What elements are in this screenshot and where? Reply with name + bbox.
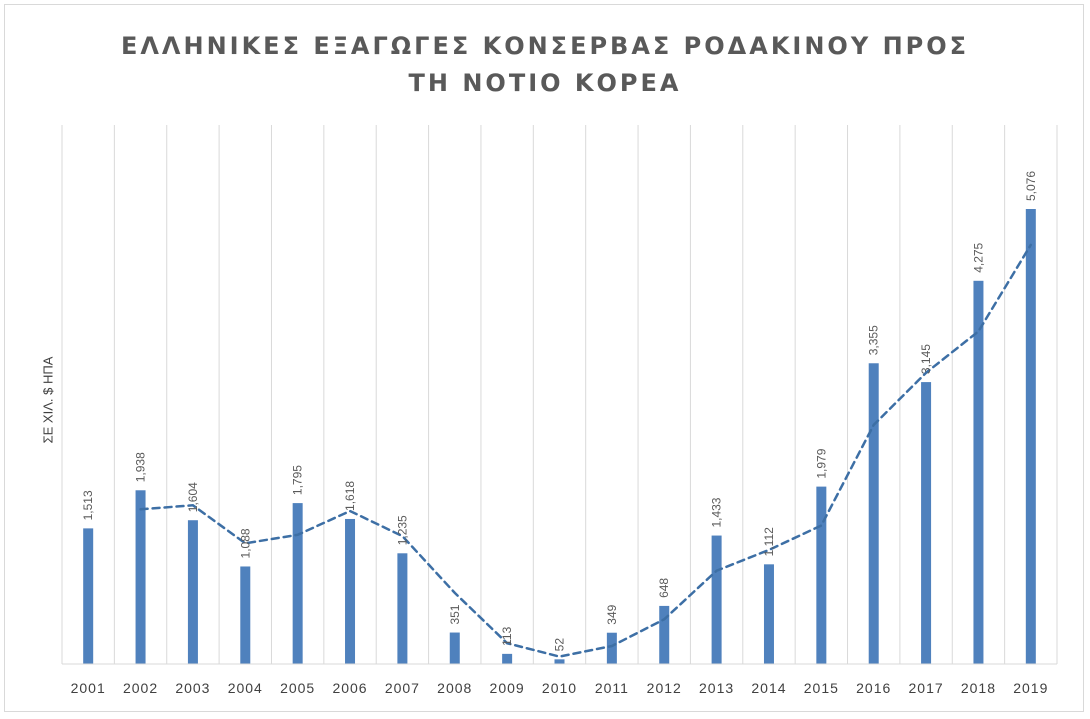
data-label-2010: 52 [553, 638, 567, 652]
data-label-2008: 351 [448, 604, 462, 624]
x-tick-2007: 2007 [385, 680, 420, 696]
x-tick-2018: 2018 [961, 680, 996, 696]
bar-2014 [763, 564, 774, 664]
x-tick-2003: 2003 [175, 680, 210, 696]
chart-frame [4, 4, 1084, 712]
data-label-2013: 1,433 [710, 497, 724, 527]
data-label-2007: 1,235 [395, 515, 409, 545]
x-tick-2016: 2016 [856, 680, 891, 696]
data-label-2014: 1,112 [762, 527, 776, 556]
bar-2018 [973, 280, 984, 664]
x-tick-2009: 2009 [490, 680, 525, 696]
x-tick-2019: 2019 [1013, 680, 1048, 696]
gridlines [61, 125, 1058, 664]
bar-2015 [816, 486, 827, 664]
bar-2019 [1025, 209, 1036, 664]
x-tick-2017: 2017 [909, 680, 944, 696]
x-tick-2008: 2008 [437, 680, 472, 696]
x-tick-2014: 2014 [751, 680, 786, 696]
x-axis-ticks: 2001 2002 2003 2004 2005 2006 2007 2008 2009 2010… [71, 680, 1048, 696]
x-tick-2001: 2001 [71, 680, 106, 696]
x-tick-2012: 2012 [647, 680, 682, 696]
bar-2017 [921, 382, 932, 664]
bar-2003 [187, 520, 198, 664]
bar-2001 [83, 528, 94, 664]
data-label-2019: 5,076 [1024, 171, 1038, 201]
data-label-2012: 648 [657, 578, 671, 598]
bar-2004 [240, 566, 251, 664]
bar-2009 [502, 653, 513, 664]
data-label-2016: 3,355 [867, 325, 881, 355]
data-label-2018: 4,275 [971, 242, 985, 272]
chart-title-line-1: ΕΛΛΗΝΙΚΕΣ ΕΞΑΓΩΓΕΣ ΚΟΝΣΕΡΒΑΣ ΡΟΔΑΚΙΝΟΥ Π… [120, 32, 970, 60]
bar-2005 [292, 503, 303, 664]
x-tick-2013: 2013 [699, 680, 734, 696]
x-tick-2011: 2011 [595, 680, 629, 696]
trendline-group [139, 243, 1033, 658]
data-labels: 1,513 1,938 1,604 1,088 1,795 1,618 1,235 351 11… [81, 171, 1038, 652]
bar-2002 [135, 490, 146, 664]
bar-2008 [449, 632, 460, 664]
data-label-2005: 1,795 [291, 465, 305, 495]
data-label-2009: 113 [500, 626, 514, 645]
data-label-2003: 1,604 [186, 482, 200, 512]
data-label-2006: 1,618 [343, 481, 357, 511]
chart-title: ΕΛΛΗΝΙΚΕΣ ΕΞΑΓΩΓΕΣ ΚΟΝΣΕΡΒΑΣ ΡΟΔΑΚΙΝΟΥ Π… [0, 28, 1090, 102]
data-label-2001: 1,513 [81, 490, 95, 520]
x-tick-2004: 2004 [228, 680, 263, 696]
bar-2007 [397, 553, 408, 664]
bar-2016 [868, 363, 879, 664]
data-label-2011: 349 [605, 604, 619, 624]
x-tick-2002: 2002 [123, 680, 158, 696]
x-tick-2010: 2010 [542, 680, 577, 696]
bar-2011 [606, 632, 617, 664]
bar-2013 [711, 535, 722, 664]
x-tick-2005: 2005 [280, 680, 315, 696]
data-label-2004: 1,088 [238, 528, 252, 558]
data-label-2002: 1,938 [134, 452, 148, 482]
data-label-2015: 1,979 [814, 448, 828, 478]
x-tick-2015: 2015 [804, 680, 839, 696]
data-label-2017: 3,145 [919, 344, 933, 374]
bar-2006 [345, 518, 356, 664]
bar-2012 [659, 605, 670, 664]
trendline [139, 243, 1033, 658]
x-tick-2006: 2006 [332, 680, 367, 696]
chart-title-line-2: ΤΗ ΝΟΤΙΟ ΚΟΡΕΑ [408, 69, 682, 97]
bars [83, 209, 1036, 664]
bar-2010 [554, 659, 565, 664]
